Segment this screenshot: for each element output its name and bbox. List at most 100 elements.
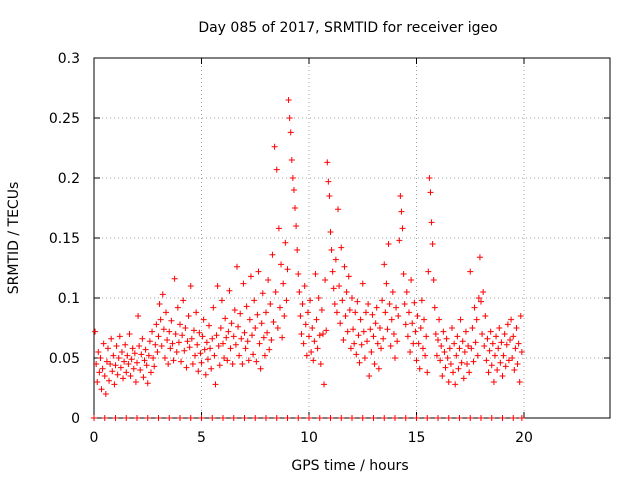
data-point: [331, 301, 338, 307]
data-point: [322, 277, 329, 283]
baseline-point: [445, 415, 452, 421]
data-point: [216, 362, 223, 369]
data-point: [230, 333, 237, 340]
data-point: [423, 333, 430, 340]
data-point: [261, 352, 268, 359]
data-point: [200, 316, 207, 323]
data-point: [147, 369, 154, 376]
data-point: [149, 328, 156, 335]
data-point: [114, 371, 121, 378]
data-point: [466, 369, 473, 376]
data-point: [383, 280, 390, 287]
data-point: [447, 361, 454, 367]
data-point: [341, 263, 348, 270]
data-point: [328, 247, 335, 253]
data-point: [332, 256, 339, 263]
data-point: [107, 361, 114, 367]
data-point: [198, 359, 205, 366]
data-point: [173, 349, 180, 355]
data-point: [426, 175, 433, 181]
plot-frame: [93, 57, 611, 419]
data-point: [512, 345, 519, 352]
data-point: [294, 247, 301, 253]
baseline-point: [456, 415, 463, 421]
data-point: [510, 333, 517, 340]
data-point: [476, 254, 483, 261]
data-point: [169, 340, 176, 347]
data-point: [97, 355, 104, 361]
data-point: [468, 345, 475, 352]
data-point: [388, 316, 395, 323]
data-point: [166, 328, 173, 335]
data-point: [303, 352, 310, 359]
data-point: [392, 355, 398, 361]
data-point: [470, 358, 477, 365]
data-point: [393, 304, 400, 311]
data-point: [480, 289, 487, 295]
data-point: [461, 349, 468, 355]
data-point: [321, 381, 328, 388]
data-point: [178, 358, 185, 365]
data-point: [276, 304, 283, 311]
data-point: [123, 369, 130, 376]
data-point: [335, 206, 342, 213]
data-point: [509, 355, 516, 361]
data-point: [385, 241, 392, 247]
data-point: [106, 377, 113, 384]
data-point: [314, 345, 321, 352]
data-point: [233, 263, 240, 270]
data-point: [212, 381, 219, 388]
data-point: [446, 345, 453, 352]
data-point: [370, 333, 377, 340]
data-point: [431, 304, 438, 311]
data-point: [235, 323, 242, 330]
data-point: [298, 331, 305, 337]
x-axis-label: GPS time / hours: [291, 458, 408, 474]
data-point: [342, 313, 349, 319]
data-point: [400, 271, 407, 277]
data-point: [135, 313, 142, 319]
data-point: [132, 379, 139, 385]
data-point: [421, 316, 428, 323]
data-point: [459, 338, 466, 345]
data-point: [188, 335, 195, 342]
data-point: [515, 340, 522, 347]
data-point: [155, 333, 162, 340]
data-point: [418, 297, 425, 304]
data-point: [131, 350, 138, 357]
data-point: [517, 313, 524, 319]
data-point: [209, 335, 216, 342]
data-point: [479, 331, 486, 337]
data-point: [137, 367, 144, 373]
data-point: [455, 365, 462, 372]
data-point: [125, 361, 132, 367]
data-point: [232, 341, 239, 348]
data-point: [437, 357, 444, 364]
data-point: [115, 355, 122, 361]
data-point: [253, 358, 260, 365]
data-point: [458, 359, 465, 366]
data-point: [218, 297, 225, 304]
data-point: [486, 347, 493, 354]
data-point: [272, 289, 279, 295]
data-point: [352, 309, 359, 316]
data-point: [323, 327, 330, 334]
data-point: [499, 373, 506, 379]
data-point: [280, 280, 287, 287]
data-point: [126, 331, 133, 337]
data-point: [174, 304, 181, 311]
data-point: [231, 307, 238, 313]
data-point: [168, 317, 175, 324]
data-point: [409, 320, 416, 327]
data-point: [273, 166, 280, 173]
data-point: [375, 365, 382, 372]
baseline-point: [144, 415, 151, 421]
data-point: [505, 357, 512, 364]
data-point: [249, 332, 256, 339]
data-point: [503, 341, 510, 348]
data-point: [144, 380, 151, 387]
data-point: [302, 321, 309, 328]
data-point: [325, 178, 332, 185]
data-point: [313, 316, 320, 323]
data-point: [213, 332, 220, 339]
